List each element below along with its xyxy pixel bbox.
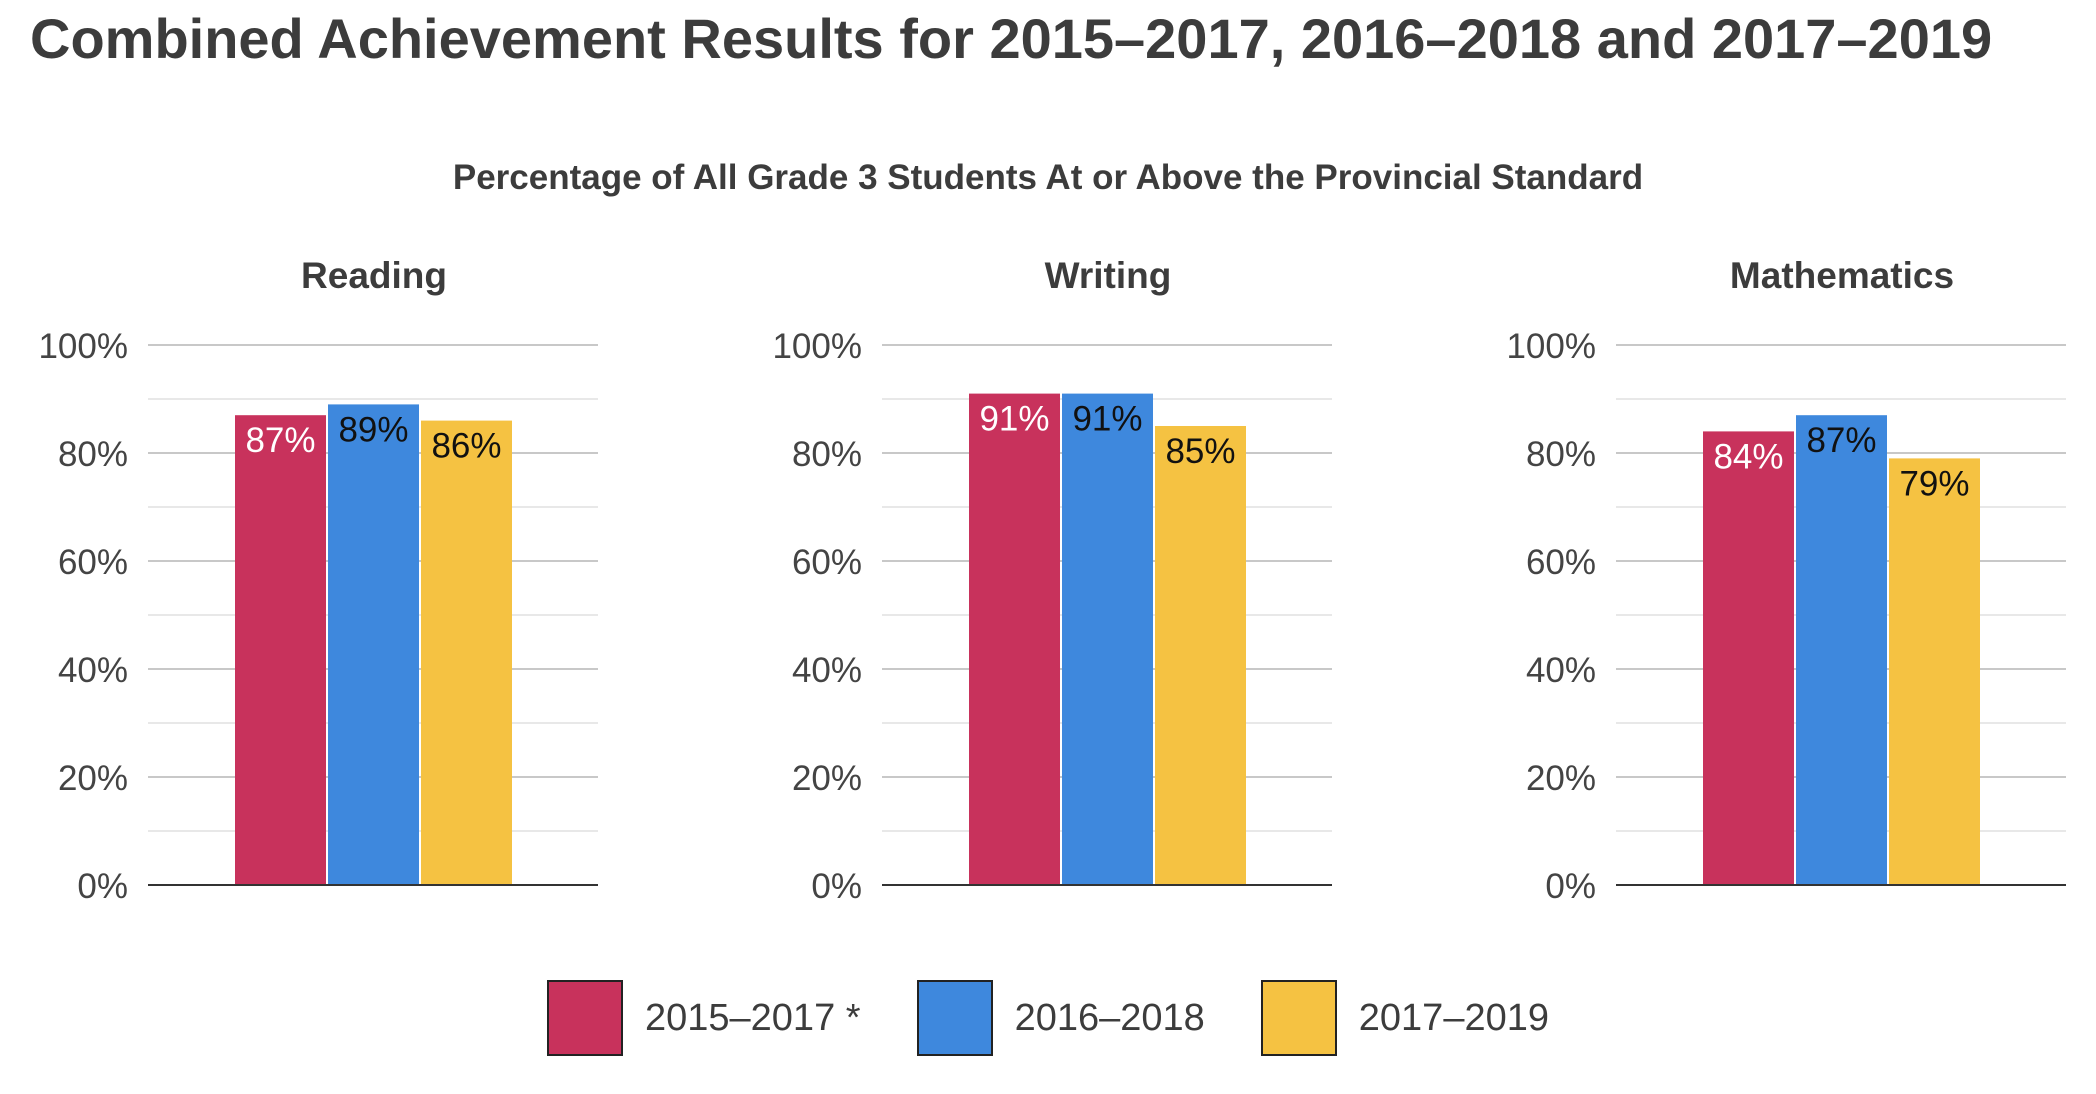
reading-bar-label-1: 87% bbox=[245, 421, 315, 460]
writing-bar-3 bbox=[1155, 426, 1246, 885]
reading-panel-title: Reading bbox=[301, 255, 447, 296]
mathematics-bar-label-2: 87% bbox=[1806, 421, 1876, 460]
mathematics-bar-1 bbox=[1703, 431, 1794, 885]
legend-item-2[interactable]: 2016–2018 bbox=[916, 980, 1205, 1056]
writing-ytick-label: 20% bbox=[792, 759, 862, 798]
reading-ytick-label: 100% bbox=[38, 327, 128, 366]
mathematics-ytick-label: 40% bbox=[1526, 651, 1596, 690]
writing-panel-title: Writing bbox=[1045, 255, 1172, 296]
mathematics-ytick-label: 100% bbox=[1506, 327, 1596, 366]
legend-swatch-2 bbox=[916, 980, 993, 1056]
writing-bar-label-1: 91% bbox=[979, 400, 1049, 439]
legend-swatch-1 bbox=[547, 980, 623, 1056]
reading-ytick-label: 0% bbox=[77, 867, 128, 906]
writing-ytick-label: 100% bbox=[772, 327, 862, 366]
reading-ytick-label: 20% bbox=[58, 759, 128, 798]
legend-item-3[interactable]: 2017–2019 bbox=[1260, 980, 1549, 1056]
mathematics-bar-label-1: 84% bbox=[1713, 437, 1783, 476]
legend-item-1[interactable]: 2015–2017 * bbox=[547, 980, 861, 1056]
mathematics-bar-label-3: 79% bbox=[1899, 464, 1969, 503]
mathematics-panel-title: Mathematics bbox=[1730, 255, 1954, 296]
writing-bar-label-2: 91% bbox=[1072, 400, 1142, 439]
mathematics-bar-2 bbox=[1796, 415, 1887, 885]
mathematics-ytick-label: 60% bbox=[1526, 543, 1596, 582]
reading-bar-label-2: 89% bbox=[338, 410, 408, 449]
reading-bar-1 bbox=[235, 415, 326, 885]
legend-label-2: 2016–2018 bbox=[1014, 996, 1205, 1039]
chart-subtitle: Percentage of All Grade 3 Students At or… bbox=[452, 158, 1644, 197]
mathematics-ytick-label: 80% bbox=[1526, 435, 1596, 474]
mathematics-bar-3 bbox=[1889, 458, 1980, 885]
mathematics-ytick-label: 20% bbox=[1526, 759, 1596, 798]
writing-bar-label-3: 85% bbox=[1165, 432, 1235, 471]
reading-ytick-label: 80% bbox=[58, 435, 128, 474]
reading-bar-3 bbox=[421, 420, 512, 885]
mathematics-ytick-label: 0% bbox=[1545, 867, 1596, 906]
reading-bar-2 bbox=[328, 404, 419, 885]
reading-bar-label-3: 86% bbox=[431, 427, 501, 466]
writing-ytick-label: 0% bbox=[811, 867, 862, 906]
main-title: Combined Achievement Results for 2015–20… bbox=[30, 7, 1993, 70]
writing-ytick-label: 60% bbox=[792, 543, 862, 582]
legend-swatch-3 bbox=[1260, 980, 1337, 1056]
reading-ytick-label: 60% bbox=[58, 543, 128, 582]
legend: 2015–2017 * 2016–2018 2017–2019 bbox=[0, 980, 2096, 1056]
writing-bar-1 bbox=[969, 393, 1060, 885]
writing-ytick-label: 40% bbox=[792, 651, 862, 690]
legend-label-3: 2017–2019 bbox=[1358, 996, 1549, 1039]
reading-ytick-label: 40% bbox=[58, 651, 128, 690]
writing-bar-2 bbox=[1062, 393, 1153, 885]
legend-label-1: 2015–2017 * bbox=[645, 996, 861, 1039]
writing-ytick-label: 80% bbox=[792, 435, 862, 474]
